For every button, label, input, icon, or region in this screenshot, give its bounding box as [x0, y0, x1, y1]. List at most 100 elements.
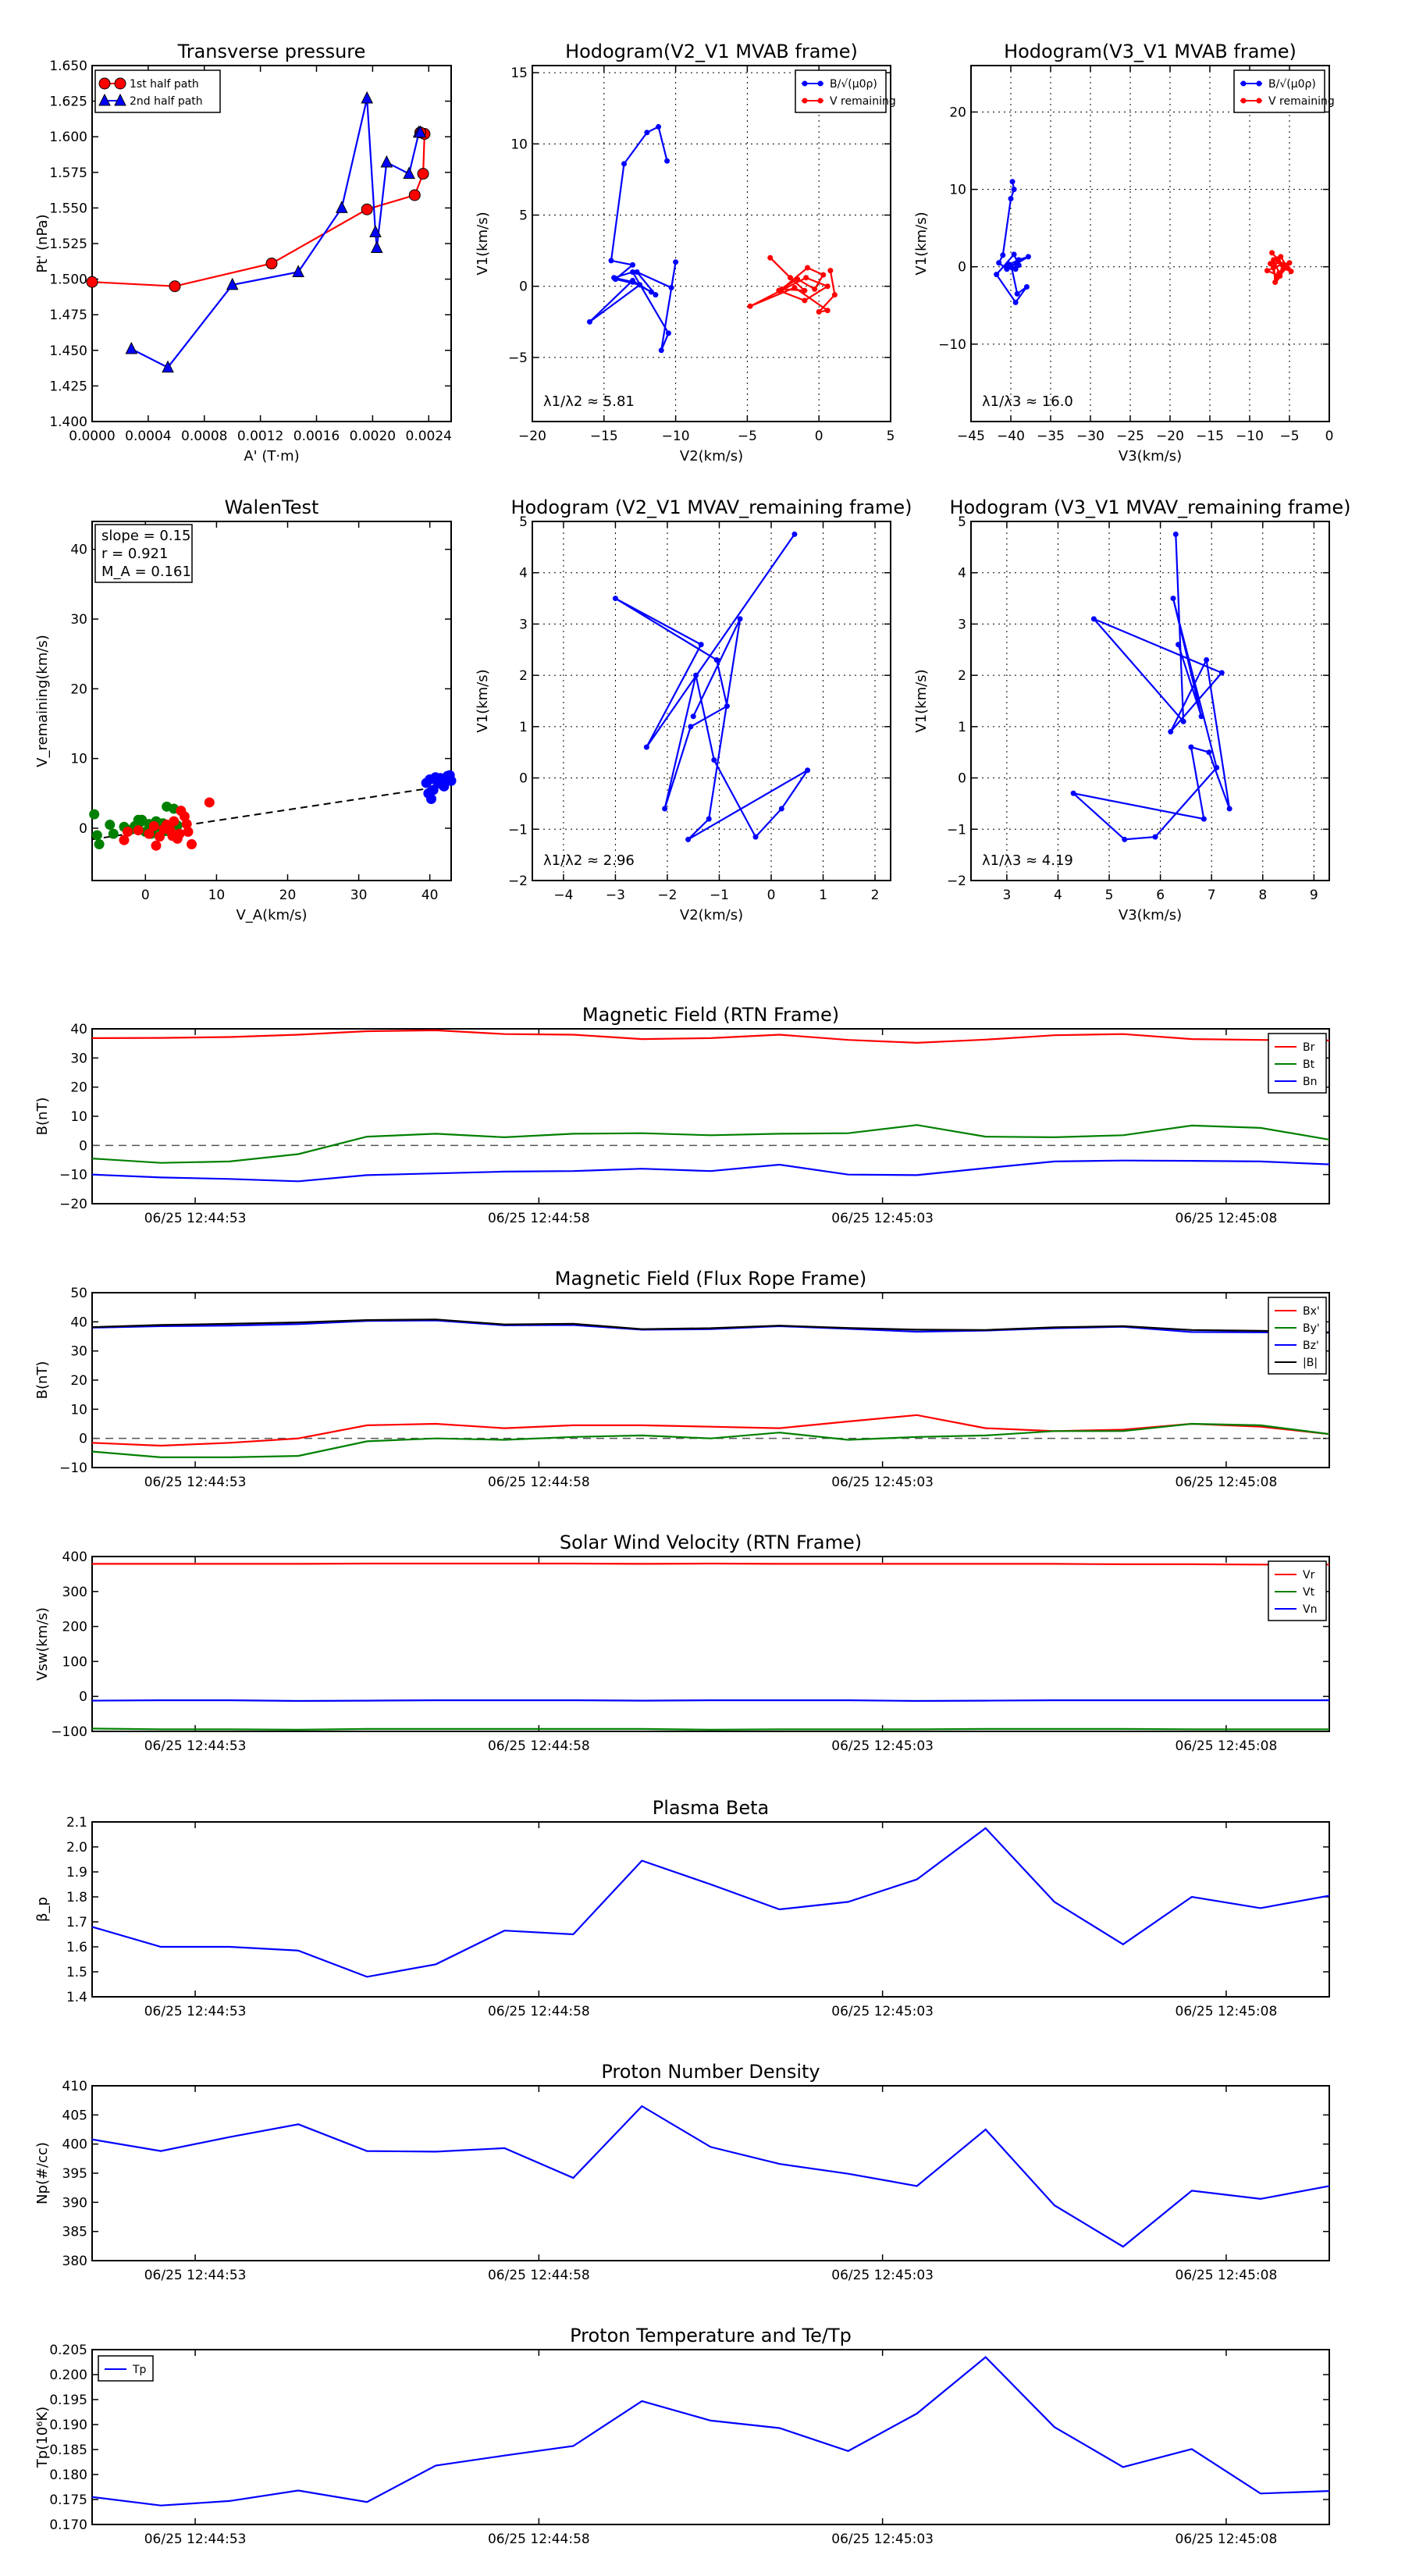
data-point — [737, 616, 743, 622]
eigen-ratio-annotation: λ1/λ3 ≈ 16.0 — [982, 393, 1073, 410]
data-point — [1204, 656, 1210, 663]
data-point — [802, 297, 808, 304]
data-point — [1011, 187, 1017, 193]
x-tick-label: 5 — [887, 429, 895, 444]
y-tick-label: 385 — [62, 2225, 87, 2240]
data-point — [125, 341, 138, 354]
y-tick-label: 20 — [70, 681, 87, 697]
x-tick-label: −5 — [1279, 429, 1299, 444]
y-tick-label: 0.170 — [49, 2517, 87, 2533]
y-axis-label: B(nT) — [34, 1098, 51, 1136]
data-point — [665, 330, 671, 336]
y-axis-label: V_remaining(km/s) — [34, 635, 51, 767]
x-tick-label: 6 — [1156, 888, 1165, 903]
data-point — [336, 201, 348, 213]
y-tick-label: 1.8 — [66, 1890, 87, 1905]
x-tick-label: 06/25 12:45:08 — [1176, 2004, 1278, 2019]
data-point — [673, 259, 679, 265]
y-tick-label: 40 — [70, 543, 87, 558]
data-point — [824, 283, 831, 290]
y-tick-label: 10 — [510, 137, 528, 152]
legend-box — [1233, 69, 1325, 113]
data-point — [747, 303, 753, 309]
data-point — [778, 806, 784, 812]
series-line-V — [614, 533, 809, 841]
data-point — [637, 282, 643, 288]
chart-solar-wind-velocity: 06/25 12:44:53 06/25 12:44:58 06/25 12:45:… — [34, 1532, 1330, 1754]
x-tick-label: 0.0024 — [406, 429, 452, 444]
chart-plasma-beta: 06/25 12:44:53 06/25 12:44:58 06/25 12:45:… — [34, 1797, 1330, 2019]
chart-magnetic-field-rtn: 06/25 12:44:53 06/25 12:44:58 06/25 12:45:… — [34, 1004, 1330, 1226]
data-point — [1271, 257, 1277, 263]
data-point — [1264, 268, 1270, 274]
data-point — [155, 831, 165, 842]
y-tick-label: 400 — [62, 2137, 87, 2153]
y-tick-label: 1.550 — [49, 201, 87, 216]
data-point — [1009, 179, 1016, 185]
chart-walen-test: 0 10 20 30 40 V_A(km/s) 0 10 20 30 40 V_remaining(k… — [34, 496, 457, 923]
x-tick-label: 0.0016 — [293, 429, 340, 444]
legend-marker — [98, 93, 111, 106]
y-tick-label: 400 — [62, 1550, 87, 1565]
y-axis-label: V1(km/s) — [913, 669, 930, 732]
y-tick-label: 5 — [519, 208, 528, 224]
y-tick-label: 40 — [70, 1022, 87, 1037]
data-point — [444, 770, 455, 781]
x-tick-label: 0.0020 — [350, 429, 396, 444]
data-point — [656, 123, 662, 130]
y-tick-label: 30 — [70, 1051, 87, 1066]
x-tick-label: 3 — [1002, 888, 1011, 903]
chart-hodogram-v2-v1-mvav: −4 −3 −2 −1 0 1 2V2(km/s)−2−1012345V1(km/s)Hod… — [475, 496, 912, 923]
chart-proton-number-density: 06/25 12:44:53 06/25 12:44:58 06/25 12:45:… — [34, 2061, 1330, 2283]
data-point — [787, 275, 793, 281]
x-tick-label: −3 — [606, 888, 625, 903]
y-tick-label: 3 — [958, 617, 966, 632]
x-tick-label: 06/25 12:45:03 — [831, 2532, 934, 2547]
x-tick-label: 9 — [1310, 888, 1318, 903]
data-point — [752, 834, 759, 840]
data-point — [144, 828, 155, 839]
x-tick-label: 06/25 12:45:08 — [1176, 1475, 1278, 1490]
data-point — [1269, 250, 1275, 256]
data-point — [1170, 596, 1176, 602]
y-tick-label: 0 — [519, 279, 528, 295]
y-tick-label: 1.4 — [66, 1990, 87, 2005]
data-point — [1090, 616, 1097, 622]
data-point — [608, 258, 614, 264]
legend-label: Bn — [1303, 1076, 1317, 1088]
x-tick-label: 5 — [1105, 888, 1114, 903]
x-axis-label: V3(km/s) — [1119, 907, 1182, 923]
data-point — [812, 286, 818, 292]
y-tick-label: 4 — [519, 566, 528, 582]
eigen-ratio-annotation: λ1/λ3 ≈ 4.19 — [982, 852, 1073, 869]
series-line-V — [1070, 534, 1231, 841]
data-point — [437, 780, 448, 791]
chart-hodogram-v2-v1-mvab: −20 −15 −10 −5 0 5 V2(km/s) −5 0 5 10 15 V1(km/s) Hod… — [475, 41, 896, 464]
data-point — [403, 166, 415, 180]
x-tick-label: −5 — [738, 429, 757, 444]
y-tick-label: −100 — [51, 1724, 87, 1740]
data-point — [1276, 270, 1282, 276]
data-point — [370, 240, 383, 253]
legend-label: Br — [1303, 1041, 1315, 1054]
data-point — [162, 360, 174, 373]
x-tick-label: 30 — [350, 888, 368, 903]
data-point — [151, 840, 162, 851]
x-tick-label: 20 — [279, 888, 297, 903]
data-point — [414, 125, 427, 138]
data-point — [724, 703, 730, 710]
x-tick-label: −40 — [997, 429, 1025, 444]
y-tick-label: 1.650 — [49, 59, 87, 74]
y-tick-label: 20 — [70, 1080, 87, 1096]
chart-title: Proton Temperature and Te/Tp — [570, 2325, 852, 2347]
data-point — [791, 285, 798, 291]
plot-frame — [91, 1292, 1330, 1468]
legend-marker — [817, 80, 823, 87]
x-tick-label: 0.0004 — [125, 429, 171, 444]
x-axis-label: V_A(km/s) — [236, 907, 307, 923]
y-tick-label: 3 — [519, 617, 528, 632]
legend-marker — [817, 98, 823, 104]
x-tick-label: −45 — [957, 429, 985, 444]
data-point — [1218, 670, 1225, 676]
